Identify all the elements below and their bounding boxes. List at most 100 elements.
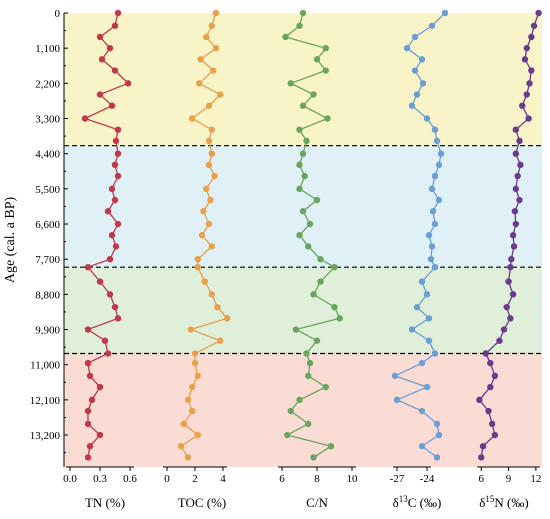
toc-data-point — [208, 291, 215, 298]
cn-data-point — [299, 102, 307, 109]
tn-data-point — [88, 396, 96, 404]
tn-data-point — [96, 383, 104, 391]
d13c-data-point — [418, 278, 426, 285]
cn-x-tick-label: 6 — [279, 473, 285, 485]
tn-data-point — [106, 291, 114, 298]
toc-data-point — [189, 383, 196, 391]
toc-data-point — [184, 454, 192, 461]
d13c-data-point — [428, 243, 436, 250]
d13c-x-tick-label: -27 — [390, 473, 405, 485]
d13c-data-point — [411, 33, 419, 41]
d13c-data-point — [403, 44, 411, 52]
toc-data-point — [191, 350, 199, 357]
toc-data-point — [205, 102, 213, 109]
d15n-data-point — [526, 80, 533, 87]
tn-data-point — [84, 420, 92, 428]
cn-data-point — [317, 255, 324, 263]
d15n-data-point — [487, 359, 494, 367]
age-tick-label: 6,600 — [35, 219, 60, 231]
toc-data-point — [194, 431, 201, 439]
toc-data-point — [205, 161, 213, 169]
tn-data-point — [112, 137, 120, 145]
age-tick-label: 5,500 — [35, 184, 60, 196]
d13c-data-point — [431, 220, 439, 228]
d13c-data-point — [431, 350, 439, 357]
d13c-data-point — [413, 91, 421, 98]
cn-x-tick-label: 10 — [347, 473, 359, 485]
tn-data-point — [111, 303, 119, 311]
toc-x-tick-label: 0 — [164, 473, 170, 485]
toc-data-point — [194, 263, 201, 271]
toc-data-point — [217, 337, 224, 344]
d15n-data-point — [511, 208, 519, 215]
cn-data-point — [282, 33, 289, 41]
toc-data-point — [191, 359, 199, 367]
d13c-data-point — [431, 172, 439, 180]
toc-data-point — [208, 150, 215, 157]
d13c-data-point — [408, 102, 416, 109]
cn-data-point — [296, 126, 303, 133]
cn-data-point — [306, 359, 314, 367]
tn-data-point — [81, 115, 89, 122]
tn-data-point — [84, 454, 92, 461]
cn-data-point — [324, 115, 331, 122]
d13c-data-point — [425, 337, 433, 344]
toc-data-point — [214, 303, 221, 311]
panel-cn: 6 8 10 C/N — [278, 9, 359, 510]
cn-data-point — [296, 396, 303, 404]
tn-data-point — [114, 220, 122, 228]
age-tick-label: 4,400 — [35, 149, 60, 161]
toc-data-point — [194, 255, 201, 263]
cn-data-point — [299, 150, 307, 157]
cn-data-point — [313, 337, 321, 344]
tn-data-point — [84, 359, 92, 367]
toc-data-point — [180, 420, 187, 428]
d15n-data-point — [516, 137, 523, 145]
d13c-data-point — [427, 255, 435, 263]
cn-data-point — [287, 80, 294, 87]
d15n-data-point — [487, 383, 494, 391]
tn-x-tick-label: 0.0 — [63, 473, 77, 485]
d13c-axis-title: δ13C (‰) — [393, 494, 442, 510]
proxy-panels: 0.0 0.3 0.6 TN (%) 0 2 4 TOC (%) 6 8 10 C/N -27 -24 δ1… — [63, 9, 542, 510]
toc-data-point — [211, 172, 218, 180]
toc-data-point — [198, 232, 206, 239]
d13c-data-point — [418, 56, 426, 63]
d15n-data-point — [512, 185, 520, 193]
tn-data-point — [96, 33, 104, 41]
d15n-data-point — [523, 91, 530, 98]
d13c-data-point — [428, 22, 436, 29]
cn-data-point — [299, 208, 307, 215]
d13c-data-point — [435, 161, 443, 169]
age-tick-label: 11,000 — [30, 360, 60, 372]
cn-data-point — [287, 407, 294, 415]
toc-data-point — [205, 137, 213, 145]
cn-data-point — [313, 196, 321, 204]
toc-x-tick-label: 2 — [192, 473, 198, 485]
toc-data-point — [224, 315, 231, 322]
toc-data-point — [212, 44, 220, 52]
d15n-data-point — [530, 22, 538, 29]
cn-axis-title: C/N — [306, 495, 328, 510]
d13c-data-point — [433, 454, 441, 461]
d15n-x-tick-label: 9 — [506, 473, 512, 485]
cn-data-point — [327, 443, 335, 450]
d15n-data-point — [479, 443, 487, 450]
d13c-data-point — [418, 407, 426, 415]
d15n-data-point — [535, 9, 542, 17]
tn-data-point — [111, 161, 119, 169]
d15n-data-point — [512, 220, 520, 228]
tn-data-point — [111, 67, 119, 74]
d15n-data-point — [512, 150, 520, 157]
d13c-data-point — [425, 315, 433, 322]
toc-data-point — [203, 185, 210, 193]
d15n-data-point — [525, 115, 532, 122]
cn-data-point — [296, 232, 303, 239]
toc-axis-title: TOC (%) — [178, 495, 227, 510]
zone-band-3 — [64, 267, 542, 354]
d15n-data-point — [516, 196, 523, 204]
d13c-data-point — [408, 326, 416, 333]
panel-tn: 0.0 0.3 0.6 TN (%) — [63, 9, 137, 510]
